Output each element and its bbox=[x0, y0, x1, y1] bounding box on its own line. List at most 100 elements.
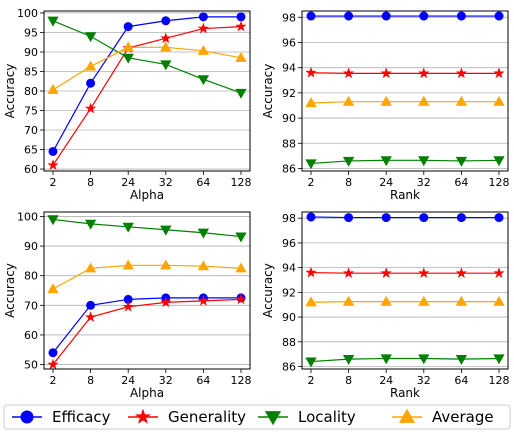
series-line-average bbox=[310, 301, 499, 303]
y-tick-label: 60 bbox=[24, 163, 38, 176]
x-tick-label: 64 bbox=[454, 176, 468, 189]
series-locality bbox=[47, 215, 247, 243]
data-point-locality bbox=[197, 75, 210, 86]
y-tick-label: 100 bbox=[17, 7, 38, 20]
chart-panel-3: 50 60 70 80 90 100 2 8 24 32 64 128 Alpha Accuracy bbox=[3, 210, 252, 400]
data-point-locality bbox=[455, 355, 468, 365]
x-tick-label: 8 bbox=[87, 374, 94, 387]
data-point-average bbox=[418, 95, 430, 106]
legend-entry-generality: Generality bbox=[128, 408, 246, 426]
x-tick-label: 32 bbox=[417, 176, 431, 189]
data-point-average bbox=[235, 262, 247, 273]
data-point-efficacy bbox=[48, 146, 58, 156]
data-point-generality bbox=[197, 22, 210, 34]
data-point-generality bbox=[342, 67, 355, 79]
x-tick-label: 24 bbox=[379, 176, 393, 189]
chart-panel-4: 86 88 90 92 94 96 98 2 8 24 32 64 128 Rank Accuracy bbox=[261, 211, 510, 400]
plot-frame bbox=[43, 10, 251, 172]
data-point-efficacy bbox=[494, 11, 504, 21]
series-line-generality bbox=[310, 72, 499, 74]
data-point-average bbox=[122, 259, 134, 270]
data-point-generality bbox=[197, 294, 210, 306]
x-tick-label: 64 bbox=[454, 374, 468, 387]
data-point-average bbox=[455, 295, 468, 306]
series-average bbox=[305, 295, 505, 307]
y-tick-label: 60 bbox=[24, 329, 38, 342]
y-tick-label: 90 bbox=[282, 112, 296, 125]
series-line-efficacy bbox=[310, 216, 499, 219]
data-point-locality bbox=[380, 354, 392, 365]
data-point-average bbox=[47, 84, 59, 94]
series-line-efficacy bbox=[52, 297, 241, 354]
legend-marker-generality bbox=[135, 408, 151, 424]
data-point-efficacy bbox=[381, 213, 391, 223]
data-point-efficacy bbox=[419, 213, 429, 223]
series-generality bbox=[47, 293, 247, 370]
y-tick-label: 96 bbox=[282, 36, 296, 49]
data-point-locality bbox=[160, 60, 172, 71]
data-point-generality bbox=[493, 267, 505, 278]
y-tick-label: 75 bbox=[24, 105, 38, 118]
series-generality bbox=[47, 20, 247, 170]
x-axis-label: Alpha bbox=[130, 188, 164, 202]
series-efficacy bbox=[48, 293, 246, 358]
data-point-average bbox=[380, 295, 392, 306]
series-efficacy bbox=[306, 11, 504, 21]
data-point-locality bbox=[493, 156, 505, 167]
series-line-generality bbox=[310, 271, 499, 274]
data-point-generality bbox=[455, 67, 468, 79]
data-point-locality bbox=[342, 355, 355, 365]
legend-label: Generality bbox=[168, 408, 246, 426]
data-point-efficacy bbox=[86, 78, 96, 88]
data-point-efficacy bbox=[198, 12, 208, 22]
x-axis-label: Rank bbox=[390, 386, 420, 400]
data-point-average bbox=[493, 295, 505, 306]
data-point-efficacy bbox=[344, 11, 354, 21]
data-point-locality bbox=[305, 159, 317, 170]
legend-frame bbox=[3, 404, 511, 430]
y-axis-label: Accuracy bbox=[3, 64, 17, 119]
y-tick-label: 94 bbox=[282, 62, 296, 75]
data-point-generality bbox=[380, 67, 392, 79]
legend-entry-average: Average bbox=[392, 408, 494, 426]
x-tick-label: 128 bbox=[231, 374, 252, 387]
series-line-generality bbox=[52, 26, 242, 166]
series-line-locality bbox=[52, 20, 242, 94]
data-point-generality bbox=[235, 20, 247, 32]
y-axis-label: Accuracy bbox=[261, 263, 275, 318]
x-axis-label: Alpha bbox=[130, 386, 164, 400]
series-line-locality bbox=[52, 218, 242, 238]
series-locality bbox=[305, 156, 505, 170]
data-point-efficacy bbox=[494, 213, 504, 223]
series-average bbox=[47, 41, 247, 94]
data-point-generality bbox=[160, 32, 172, 44]
data-point-generality bbox=[305, 266, 317, 278]
data-point-locality bbox=[235, 88, 247, 99]
series-line-generality bbox=[52, 298, 242, 365]
chart-panel-1: 60 65 70 75 80 85 90 95 100 2 8 24 32 64 128 Alpha Accur… bbox=[3, 7, 252, 202]
data-point-efficacy bbox=[456, 11, 466, 21]
series-line-average bbox=[52, 264, 242, 290]
x-tick-label: 2 bbox=[308, 176, 315, 189]
data-point-average bbox=[160, 41, 172, 52]
data-point-locality bbox=[493, 354, 505, 365]
data-point-average bbox=[342, 295, 355, 306]
series-locality bbox=[305, 354, 505, 368]
data-point-average bbox=[380, 95, 392, 106]
data-point-average bbox=[197, 44, 210, 55]
x-tick-label: 64 bbox=[196, 176, 210, 189]
series-average bbox=[305, 95, 505, 108]
legend-entry-efficacy: Efficacy bbox=[12, 408, 111, 426]
legend-marker-efficacy bbox=[20, 410, 34, 424]
x-tick-label: 2 bbox=[50, 176, 57, 189]
data-point-locality bbox=[418, 354, 430, 365]
x-tick-label: 64 bbox=[196, 374, 210, 387]
data-point-locality bbox=[455, 156, 468, 167]
data-point-generality bbox=[235, 293, 247, 305]
x-tick-label: 128 bbox=[231, 176, 252, 189]
series-line-locality bbox=[310, 159, 500, 165]
data-point-generality bbox=[493, 67, 505, 79]
x-tick-label: 32 bbox=[159, 374, 173, 387]
x-tick-label: 24 bbox=[379, 374, 393, 387]
data-point-locality bbox=[418, 156, 430, 167]
